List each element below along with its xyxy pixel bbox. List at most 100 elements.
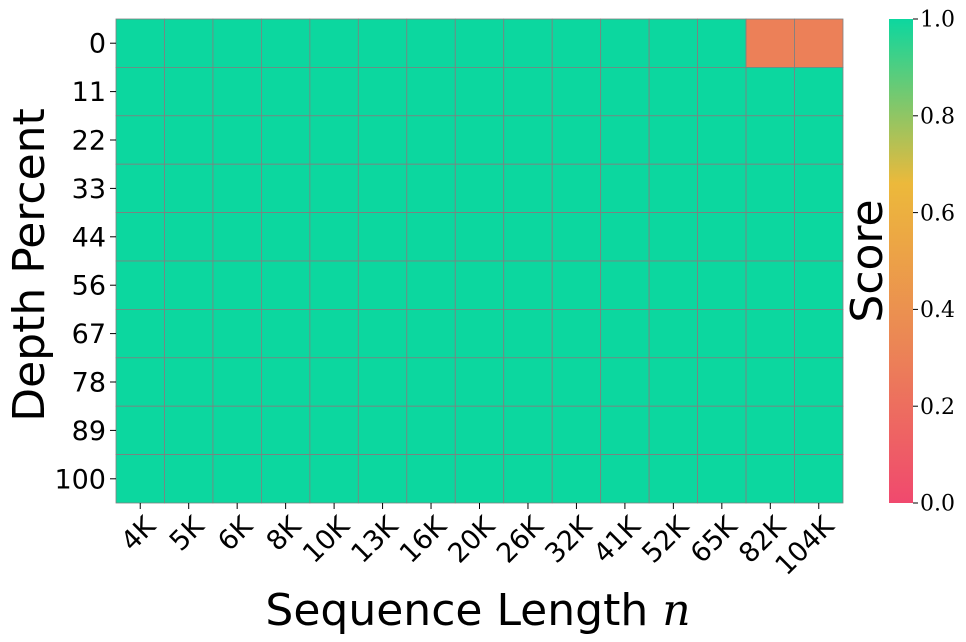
heatmap-cell	[745, 357, 795, 407]
heatmap-cell	[454, 405, 505, 456]
heatmap-cell	[164, 454, 214, 504]
y-tick-label: 56	[72, 271, 106, 302]
heatmap-cell	[697, 405, 747, 456]
colorbar-tick-label: 0.0	[920, 492, 955, 517]
heatmap-cell	[164, 212, 214, 262]
heatmap-cell	[600, 454, 650, 504]
y-axis-ticks: 0 11 22 33 44 56 67 78 89 100	[54, 29, 116, 495]
y-tick-label: 78	[72, 367, 106, 398]
heatmap-cell	[745, 115, 795, 165]
heatmap-cell	[406, 260, 456, 310]
heatmap-cell	[503, 405, 553, 456]
heatmap-cell	[503, 260, 553, 310]
x-tick-label: 5K	[164, 510, 212, 558]
heatmap-cell	[745, 67, 795, 117]
heatmap-cell	[697, 454, 747, 504]
heatmap-cell	[115, 260, 165, 310]
heatmap-cell	[454, 163, 505, 213]
heatmap-cell	[406, 405, 456, 456]
x-tick-label: 6K	[212, 510, 260, 558]
heatmap-cell	[260, 308, 311, 359]
heatmap-cell	[260, 212, 311, 262]
heatmap-cell	[503, 115, 553, 165]
heatmap-cell	[600, 405, 650, 456]
x-tick-label: 32K	[539, 510, 599, 570]
heatmap-cell	[212, 212, 262, 262]
heatmap-cell	[697, 212, 747, 262]
heatmap-cell	[697, 357, 747, 407]
heatmap-cell	[503, 18, 553, 68]
heatmap-cell	[648, 260, 699, 310]
heatmap-cell	[794, 260, 844, 310]
heatmap-cell	[697, 260, 747, 310]
y-tick-label: 0	[89, 29, 106, 60]
heatmap-cell	[794, 212, 844, 262]
heatmap-cell	[600, 357, 650, 407]
heatmap-cell	[115, 357, 165, 407]
heatmap-cell	[551, 212, 602, 262]
heatmap-cell	[406, 357, 456, 407]
x-tick-label: 4K	[115, 510, 163, 558]
heatmap-cell	[551, 405, 602, 456]
heatmap-cell	[406, 454, 456, 504]
heatmap-cell	[357, 18, 408, 68]
heatmap-cell	[357, 67, 408, 117]
heatmap-cell	[260, 357, 311, 407]
heatmap-cell	[164, 260, 214, 310]
heatmap-cell	[794, 163, 844, 213]
y-tick-label: 11	[72, 77, 106, 108]
heatmap-cell	[551, 308, 602, 359]
heatmap-cell	[406, 67, 456, 117]
heatmap-cell	[406, 212, 456, 262]
heatmap-cell	[406, 115, 456, 165]
heatmap-cell	[745, 405, 795, 456]
heatmap-cell	[212, 18, 262, 68]
heatmap-cell	[164, 18, 214, 68]
heatmap-cell	[503, 212, 553, 262]
heatmap-cell	[260, 260, 311, 310]
heatmap-cell	[357, 212, 408, 262]
heatmap-cell	[115, 454, 165, 504]
heatmap-cell	[600, 308, 650, 359]
heatmap-cell	[648, 115, 699, 165]
heatmap-cell	[648, 357, 699, 407]
heatmap-cell	[454, 357, 505, 407]
heatmap-cell	[260, 67, 311, 117]
heatmap-cell	[357, 163, 408, 213]
x-tick-label: 104K	[770, 510, 842, 582]
heatmap-cell	[794, 308, 844, 359]
y-tick-label: 89	[72, 416, 106, 447]
heatmap-cell	[648, 67, 699, 117]
heatmap-cell	[600, 18, 650, 68]
heatmap-cell	[648, 18, 699, 68]
heatmap-cell	[406, 308, 456, 359]
heatmap-cell	[503, 308, 553, 359]
heatmap-cell	[406, 18, 456, 68]
heatmap-cell	[454, 308, 505, 359]
heatmap-cell	[503, 67, 553, 117]
heatmap-cell	[260, 405, 311, 456]
x-axis-ticks: 4K 5K 6K 8K10K13K16K20K26K32K41K52K65K82K10…	[115, 503, 841, 582]
heatmap-cell	[212, 405, 262, 456]
heatmap-cell	[164, 357, 214, 407]
x-axis-title-variable: n	[662, 585, 690, 636]
heatmap-cell	[164, 163, 214, 213]
heatmap-cell	[794, 67, 844, 117]
heatmap-cell	[551, 454, 602, 504]
colorbar-tick-label: 0.8	[920, 105, 955, 130]
heatmap-cell	[454, 260, 505, 310]
heatmap-cell	[454, 454, 505, 504]
heatmap-cell	[745, 163, 795, 213]
y-tick-label: 67	[72, 319, 106, 350]
heatmap-cell	[794, 405, 844, 456]
heatmap-cell	[309, 405, 359, 456]
heatmap-cell	[357, 405, 408, 456]
colorbar	[889, 19, 913, 503]
heatmap-cell	[164, 308, 214, 359]
heatmap-cell	[115, 212, 165, 262]
heatmap-cell	[503, 357, 553, 407]
heatmap-cell	[212, 308, 262, 359]
colorbar-ticks: 0.0 0.2 0.4 0.6 0.8 1.0	[913, 8, 955, 517]
colorbar-tick-label: 0.6	[920, 201, 955, 226]
